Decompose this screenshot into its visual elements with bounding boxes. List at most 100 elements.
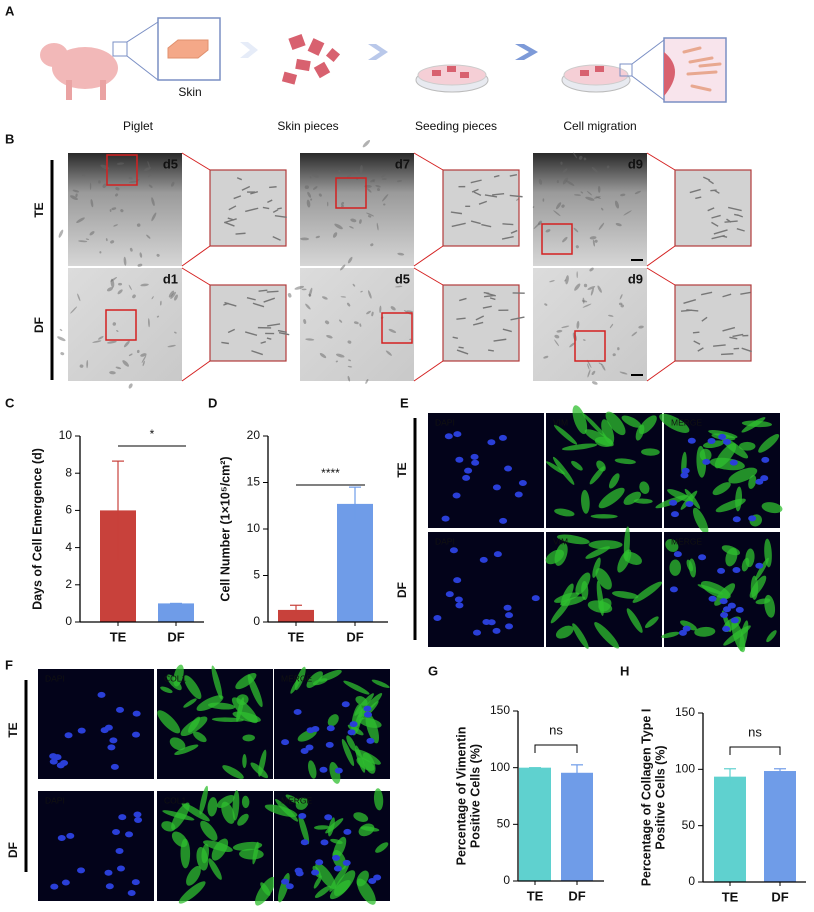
nucleus [748, 515, 757, 522]
cell-texture [156, 253, 160, 257]
green-signal [354, 749, 381, 765]
cell-texture [614, 200, 620, 209]
nucleus [718, 433, 727, 440]
cell-texture [115, 366, 122, 370]
nucleus [680, 472, 689, 479]
nucleus [281, 878, 290, 885]
y-tick-label: 5 [253, 568, 260, 582]
channel-label: MERGE [671, 417, 703, 427]
cell-texture [327, 201, 329, 207]
cell-texture [309, 176, 312, 179]
cell-texture [151, 296, 154, 300]
green-signal [157, 710, 181, 734]
zoom-cell [711, 214, 721, 219]
green-signal [329, 863, 350, 892]
tissue [664, 52, 675, 96]
cell-texture [294, 285, 305, 290]
panel-letter: B [5, 131, 14, 146]
zoom-box [105, 309, 137, 341]
nucleus [61, 879, 70, 886]
zoom-cell [708, 179, 714, 185]
cell-texture [335, 360, 338, 363]
zoom-cell [473, 191, 482, 196]
zoom-cell [697, 347, 704, 352]
nucleus [760, 475, 769, 482]
cell-texture [406, 310, 414, 313]
zoom-cell [710, 189, 717, 192]
significance-label: ns [748, 724, 762, 739]
zoom-cell [692, 331, 700, 334]
panel-letter: C [5, 395, 15, 410]
green-signal [588, 540, 623, 550]
cell-texture [110, 240, 115, 244]
cell-texture [585, 196, 595, 201]
green-signal [572, 623, 589, 649]
zoom-box [541, 223, 573, 255]
nucleus [707, 437, 716, 444]
green-signal [200, 820, 218, 841]
cell-texture [321, 296, 328, 300]
zoom-cell [493, 338, 507, 342]
significance-label: * [150, 427, 155, 441]
y-tick-label: 50 [682, 818, 696, 832]
cell-texture [538, 178, 543, 185]
cell-texture [561, 325, 570, 329]
green-signal [264, 804, 298, 817]
nucleus [293, 708, 302, 715]
cell-texture [151, 197, 155, 207]
zoom-cell [246, 296, 256, 301]
cell-texture [359, 323, 362, 327]
cell-texture [578, 155, 583, 160]
channel-label: VIM [553, 417, 568, 427]
nucleus [342, 859, 351, 866]
zoom-cell [509, 194, 523, 198]
cell-texture [352, 283, 356, 287]
nucleus [300, 748, 309, 755]
micrograph [68, 153, 182, 266]
zoom-cell [262, 206, 270, 210]
panel-letter: H [620, 663, 629, 678]
bar [158, 603, 194, 622]
nucleus [454, 596, 463, 603]
zoom-cell [244, 331, 258, 336]
nucleus [514, 491, 523, 498]
nucleus [504, 465, 513, 472]
zoom-site [619, 63, 633, 77]
green-signal [623, 491, 642, 505]
cell-texture [142, 360, 145, 367]
cell-texture [307, 191, 312, 198]
zoom-cell [236, 177, 243, 181]
cell-texture [347, 173, 352, 178]
row-label: TE [32, 202, 46, 217]
nucleus [471, 459, 480, 466]
cell-texture [92, 340, 102, 343]
zoom-cell [695, 196, 702, 200]
cell-texture [375, 184, 381, 188]
nucleus [118, 814, 127, 821]
cell-texture [151, 212, 157, 222]
green-signal [242, 754, 247, 769]
channel-label: COL1 [164, 795, 186, 805]
green-signal [314, 825, 330, 830]
cell-texture [587, 369, 591, 378]
y-tick-label: 6 [65, 503, 72, 517]
day-label: d7 [395, 156, 410, 171]
y-tick-label: 150 [490, 703, 510, 717]
green-signal [581, 580, 589, 601]
zoom-cell [484, 194, 498, 198]
nucleus [300, 839, 309, 846]
green-signal [169, 737, 186, 751]
nucleus [487, 439, 496, 446]
skin-pieces [281, 33, 341, 85]
nucleus [49, 758, 58, 765]
nucleus [64, 732, 73, 739]
zoom-cell [740, 291, 751, 295]
green-signal [313, 875, 322, 889]
y-tick-label: 0 [688, 874, 695, 888]
cell-texture [118, 282, 123, 286]
cell-texture [549, 280, 555, 283]
green-signal [330, 838, 343, 844]
cell-texture [98, 180, 101, 184]
cell-texture [366, 310, 371, 315]
cell-texture [544, 303, 548, 306]
